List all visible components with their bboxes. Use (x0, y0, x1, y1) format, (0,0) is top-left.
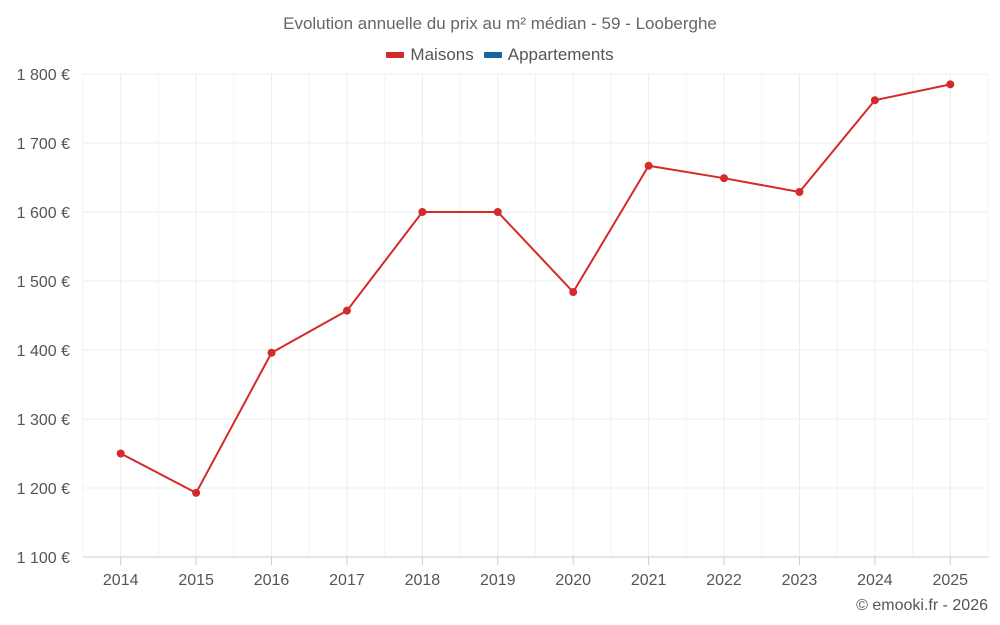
data-point-maisons (192, 488, 201, 497)
legend: Maisons Appartements (0, 45, 1000, 65)
y-tick-label: 1 100 € (17, 550, 70, 567)
y-tick-label: 1 200 € (17, 481, 70, 498)
x-tick-label: 2017 (329, 572, 365, 589)
data-point-maisons (946, 80, 955, 89)
x-tick-label: 2019 (480, 572, 516, 589)
x-tick-label: 2016 (254, 572, 290, 589)
y-tick-label: 1 700 € (17, 136, 70, 153)
x-tick-label: 2020 (555, 572, 591, 589)
chart-title: Evolution annuelle du prix au m² médian … (283, 14, 717, 33)
y-tick-label: 1 600 € (17, 205, 70, 222)
data-point-maisons (644, 161, 653, 170)
y-tick-label: 1 500 € (17, 274, 70, 291)
legend-swatch-appartements (483, 52, 502, 58)
x-tick-label: 2015 (178, 572, 214, 589)
data-point-maisons (493, 208, 502, 216)
x-tick-label: 2024 (857, 572, 893, 589)
x-tick-label: 2021 (631, 572, 667, 589)
data-point-maisons (116, 449, 125, 458)
x-tick-label: 2025 (932, 572, 968, 589)
data-point-maisons (720, 174, 729, 183)
series-line-maisons (120, 83, 951, 494)
y-tick-label: 1 800 € (17, 67, 70, 84)
data-point-maisons (342, 306, 351, 315)
data-point-maisons (418, 208, 427, 216)
data-point-maisons (569, 288, 578, 297)
x-tick-label: 2014 (103, 572, 139, 589)
legend-label-maisons: Maisons (410, 45, 474, 64)
data-point-maisons (267, 348, 276, 357)
legend-item-appartements[interactable]: Appartements (483, 45, 614, 65)
data-point-maisons (870, 96, 879, 105)
data-point-maisons (795, 187, 804, 196)
x-tick-label: 2018 (405, 572, 441, 589)
y-tick-label: 1 400 € (17, 343, 70, 360)
x-tick-label: 2023 (782, 572, 818, 589)
y-tick-label: 1 300 € (17, 412, 70, 429)
legend-item-maisons[interactable]: Maisons (386, 45, 474, 65)
legend-swatch-maisons (386, 52, 405, 58)
legend-label-appartements: Appartements (507, 45, 614, 64)
x-tick-label: 2022 (706, 572, 742, 589)
credit-text: © emooki.fr - 2026 (856, 597, 988, 614)
